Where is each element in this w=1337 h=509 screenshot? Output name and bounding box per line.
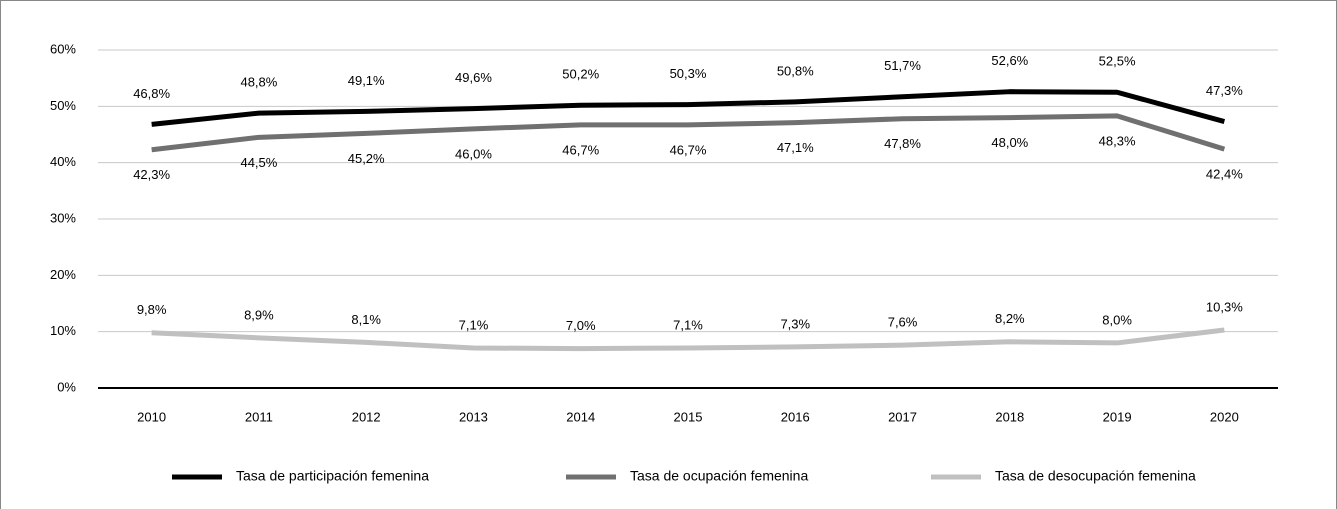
data-label: 50,8% xyxy=(777,63,814,78)
x-tick-label: 2015 xyxy=(674,409,703,424)
data-label: 42,3% xyxy=(133,167,170,182)
y-tick-label: 20% xyxy=(50,267,76,282)
data-label: 52,6% xyxy=(991,53,1028,68)
data-label: 50,3% xyxy=(670,66,707,81)
data-label: 8,0% xyxy=(1102,312,1132,327)
data-label: 45,2% xyxy=(348,151,385,166)
data-label: 52,5% xyxy=(1099,54,1136,69)
series-line xyxy=(151,327,1225,352)
data-label: 7,0% xyxy=(566,318,596,333)
x-tick-label: 2013 xyxy=(459,409,488,424)
data-label: 8,2% xyxy=(995,311,1025,326)
x-tick-label: 2016 xyxy=(781,409,810,424)
data-label: 8,1% xyxy=(351,312,381,327)
x-tick-label: 2014 xyxy=(566,409,595,424)
y-tick-label: 60% xyxy=(50,41,76,56)
data-label: 8,9% xyxy=(244,307,274,322)
y-tick-label: 30% xyxy=(50,210,76,225)
x-tick-label: 2010 xyxy=(137,409,166,424)
data-label: 44,5% xyxy=(240,155,277,170)
data-label: 47,1% xyxy=(777,140,814,155)
data-label: 47,3% xyxy=(1206,83,1243,98)
legend-label: Tasa de desocupación femenina xyxy=(995,468,1196,484)
data-label: 46,8% xyxy=(133,86,170,101)
x-tick-label: 2019 xyxy=(1103,409,1132,424)
data-label: 47,8% xyxy=(884,136,921,151)
data-label: 10,3% xyxy=(1206,299,1243,314)
data-label: 48,3% xyxy=(1099,133,1136,148)
y-tick-label: 40% xyxy=(50,154,76,169)
x-tick-label: 2020 xyxy=(1210,409,1239,424)
data-label: 51,7% xyxy=(884,58,921,73)
legend-label: Tasa de participación femenina xyxy=(236,468,429,484)
x-tick-label: 2012 xyxy=(352,409,381,424)
data-label: 48,8% xyxy=(240,75,277,90)
data-label: 49,6% xyxy=(455,70,492,85)
y-tick-label: 50% xyxy=(50,98,76,113)
data-label: 7,1% xyxy=(459,317,489,332)
x-tick-label: 2017 xyxy=(888,409,917,424)
data-label: 7,6% xyxy=(888,315,918,330)
data-label: 46,7% xyxy=(562,142,599,157)
legend-label: Tasa de ocupación femenina xyxy=(630,468,808,484)
data-label: 46,7% xyxy=(670,142,707,157)
data-label: 46,0% xyxy=(455,146,492,161)
data-label: 50,2% xyxy=(562,67,599,82)
data-label: 7,1% xyxy=(673,317,703,332)
data-label: 9,8% xyxy=(137,302,167,317)
data-label: 49,1% xyxy=(348,73,385,88)
x-tick-label: 2018 xyxy=(995,409,1024,424)
y-tick-label: 0% xyxy=(57,379,76,394)
data-label: 42,4% xyxy=(1206,167,1243,182)
series-line xyxy=(151,113,1226,153)
x-tick-label: 2011 xyxy=(245,409,273,424)
series-line xyxy=(151,89,1226,127)
data-label: 7,3% xyxy=(780,316,810,331)
y-tick-label: 10% xyxy=(50,323,76,338)
data-label: 48,0% xyxy=(991,135,1028,150)
